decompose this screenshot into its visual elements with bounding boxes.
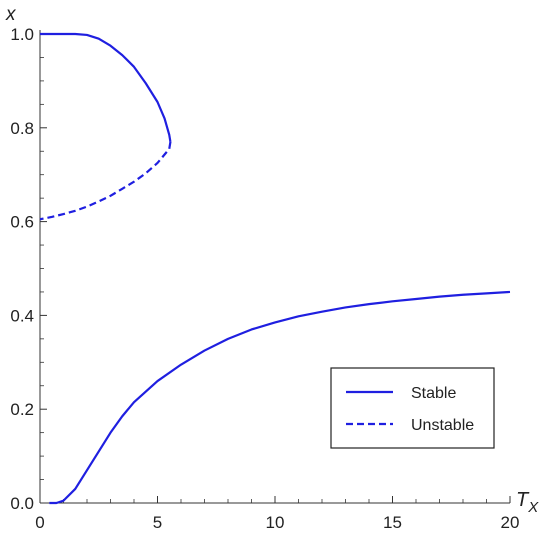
y-tick-label: 0.6	[10, 213, 34, 232]
x-axis-label-subscript: X	[527, 499, 539, 516]
x-tick-label: 20	[501, 513, 520, 532]
x-tick-label: 15	[383, 513, 402, 532]
series-stable-line-0	[49, 290, 511, 505]
y-axis-label: x	[5, 4, 17, 25]
x-tick-label: 5	[153, 513, 162, 532]
x-tick-label: 0	[35, 513, 44, 532]
y-tick-label: 0.8	[10, 119, 34, 138]
series-layer	[39, 32, 511, 505]
y-tick-label: 0.4	[10, 306, 34, 325]
legend: Stable Unstable	[330, 367, 495, 449]
y-tick-label: 0.2	[10, 400, 34, 419]
x-tick-label: 10	[266, 513, 285, 532]
legend-box	[330, 367, 495, 449]
legend-label-unstable: Unstable	[411, 417, 474, 434]
y-tick-label: 1.0	[10, 25, 34, 44]
series-unstable-line-2	[39, 141, 172, 221]
series-stable-line-1	[40, 32, 172, 143]
legend-label-stable: Stable	[411, 385, 456, 402]
ticks: 0 5 10 15 20 0.0 0.2 0.4 0.6 0.8 1.0	[10, 25, 519, 532]
x-axis-label-main: T	[516, 489, 530, 511]
x-axis-label: TX	[516, 489, 539, 516]
y-tick-label: 0.0	[10, 494, 34, 513]
